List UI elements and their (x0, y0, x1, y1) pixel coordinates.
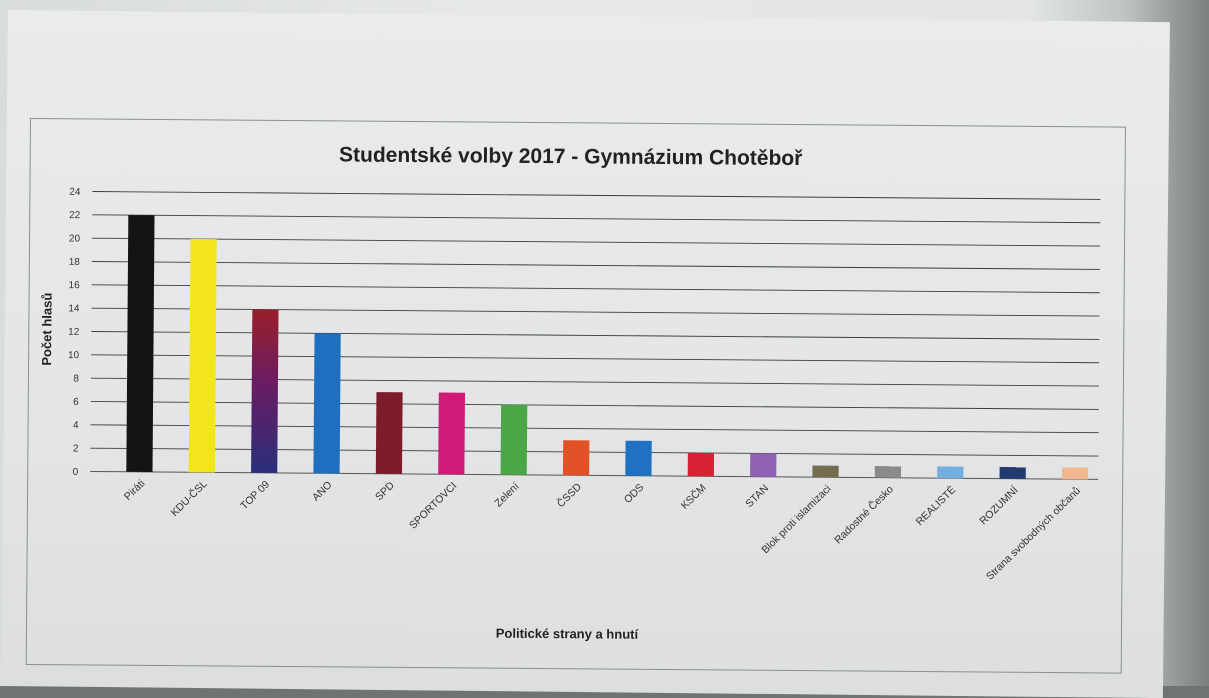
gridline-4 (90, 424, 1099, 434)
y-tick-label: 2 (73, 444, 79, 455)
x-tick-label: Blok proti islamizaci (759, 483, 833, 556)
y-tick-label: 22 (69, 210, 81, 221)
y-tick-label: 0 (73, 467, 79, 478)
x-tick-label: SPD (373, 479, 397, 503)
gridline-6 (90, 401, 1099, 410)
chart-frame: Studentské volby 2017 - Gymnázium Chotěb… (25, 118, 1126, 674)
gridline-24 (92, 191, 1101, 200)
bar (126, 215, 155, 472)
bar (188, 238, 217, 473)
y-tick-label: 6 (73, 397, 79, 408)
bars (126, 215, 1089, 480)
bar (874, 465, 902, 478)
x-axis-title: Politické strany a hnutí (496, 626, 639, 642)
y-tick-label: 18 (69, 257, 81, 268)
bar (313, 333, 341, 474)
bar (937, 466, 964, 479)
gridline-20 (92, 237, 1101, 247)
y-tick-label: 12 (68, 327, 80, 338)
bar (625, 440, 652, 476)
gridline-22 (92, 214, 1101, 224)
gridline-14 (91, 307, 1100, 317)
y-tick-label: 10 (68, 350, 80, 361)
x-tick-label: REALISTÉ (913, 483, 958, 528)
gridline-10 (91, 354, 1100, 364)
x-tick-label: TOP 09 (238, 478, 272, 512)
x-tick-label: Radostné Česko (831, 483, 896, 547)
bar (812, 465, 839, 478)
x-tick-label: ROZUMNÍ (977, 484, 1021, 528)
bar (750, 453, 777, 477)
y-tick-label: 24 (69, 187, 81, 198)
gridline-18 (91, 261, 1100, 270)
y-tick-label: 14 (68, 303, 80, 314)
bar (375, 392, 403, 474)
bar-chart: Studentské volby 2017 - Gymnázium Chotěb… (39, 143, 1101, 642)
bar (999, 466, 1026, 479)
y-axis-title: Počet hlasů (39, 293, 55, 366)
gridline-16 (91, 284, 1100, 294)
x-tick-labels: Piráti KDU-ČSL TOP 09 ANO SPD SPORTOVCI Zelení… (122, 477, 1083, 583)
y-tick-label: 20 (69, 233, 81, 244)
bar (500, 404, 528, 475)
bar (562, 440, 590, 476)
gridline-12 (91, 331, 1100, 340)
x-tick-label: SPORTOVCI (407, 480, 459, 532)
x-tick-label: KSČM (678, 481, 709, 512)
gridline-2 (90, 447, 1099, 457)
x-tick-label: STAN (743, 482, 771, 510)
x-tick-label: ČSSD (554, 480, 584, 510)
bar (1061, 467, 1089, 480)
x-tick-label: Zelení (492, 480, 521, 509)
y-tick-label: 4 (73, 420, 79, 431)
y-tick-label: 8 (73, 374, 79, 385)
gridlines (90, 191, 1101, 480)
x-tick-label: ODS (622, 481, 647, 506)
bar (251, 309, 279, 473)
x-tick-label: KDU-ČSL (168, 477, 210, 519)
x-tick-label: Piráti (122, 478, 147, 503)
chart-title: Studentské volby 2017 - Gymnázium Chotěb… (339, 143, 803, 170)
x-tick-label: ANO (310, 479, 335, 504)
bar (687, 452, 715, 477)
y-tick-label: 16 (69, 280, 81, 291)
gridline-8 (90, 377, 1099, 387)
bar (438, 392, 466, 475)
